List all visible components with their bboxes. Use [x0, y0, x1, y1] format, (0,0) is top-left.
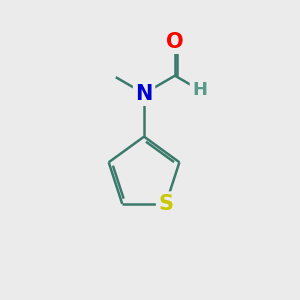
- Text: H: H: [192, 81, 207, 99]
- Text: S: S: [158, 194, 173, 214]
- Text: N: N: [135, 83, 153, 103]
- Text: O: O: [166, 32, 184, 52]
